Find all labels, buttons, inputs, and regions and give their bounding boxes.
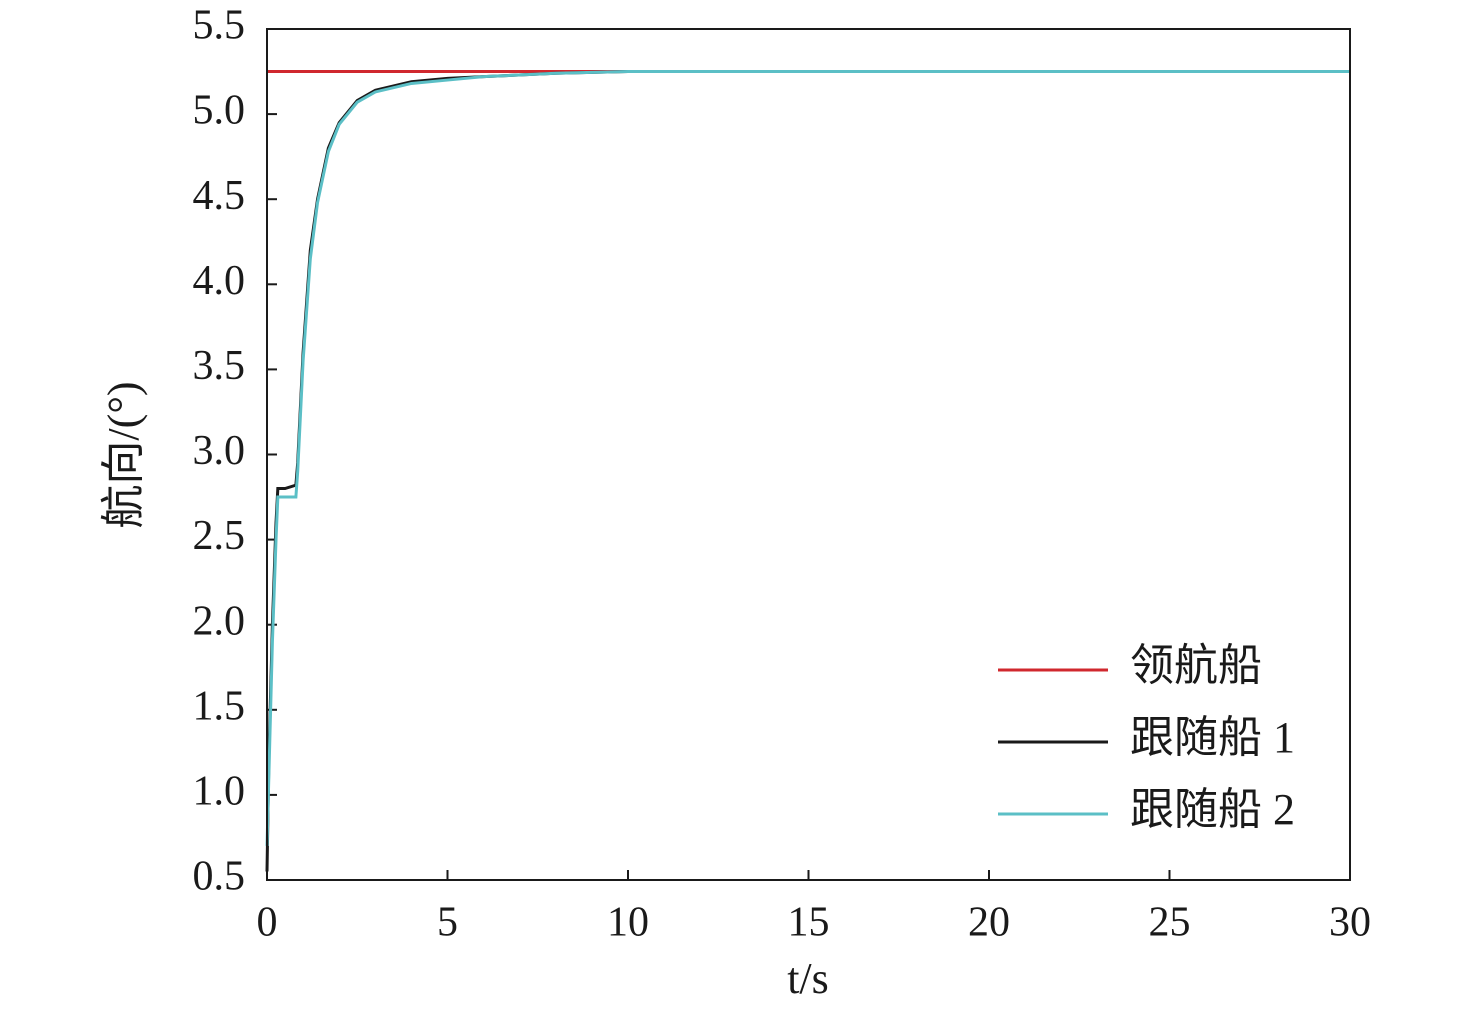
y-tick-label: 3.0 — [193, 428, 246, 474]
y-tick-label: 1.0 — [193, 769, 246, 815]
y-tick-label: 3.5 — [193, 343, 246, 389]
y-tick-label: 1.5 — [193, 683, 246, 729]
x-axis-label: t/s — [787, 954, 829, 1003]
x-tick-label: 10 — [607, 900, 649, 946]
y-tick-label: 5.0 — [193, 88, 246, 134]
legend-label: 跟随船 1 — [1130, 713, 1295, 762]
y-tick-label: 2.5 — [193, 513, 246, 559]
legend-label: 跟随船 2 — [1130, 785, 1295, 834]
plot-frame — [266, 28, 1351, 881]
x-tick-label: 30 — [1329, 900, 1371, 946]
x-tick-label: 15 — [788, 900, 830, 946]
x-tick-label: 0 — [257, 900, 278, 946]
series-line — [265, 70, 1350, 846]
y-axis-label: 航向/(°) — [99, 381, 148, 528]
x-tick-label: 25 — [1149, 900, 1191, 946]
x-tick-label: 20 — [968, 900, 1010, 946]
y-tick-label: 4.5 — [193, 173, 246, 219]
x-tick-label: 5 — [437, 900, 458, 946]
y-tick-label: 0.5 — [193, 854, 246, 900]
y-tick-label: 4.0 — [193, 258, 246, 304]
y-tick-label: 2.0 — [193, 598, 246, 644]
legend-label: 领航船 — [1130, 641, 1262, 690]
y-tick-label: 5.5 — [193, 3, 246, 49]
